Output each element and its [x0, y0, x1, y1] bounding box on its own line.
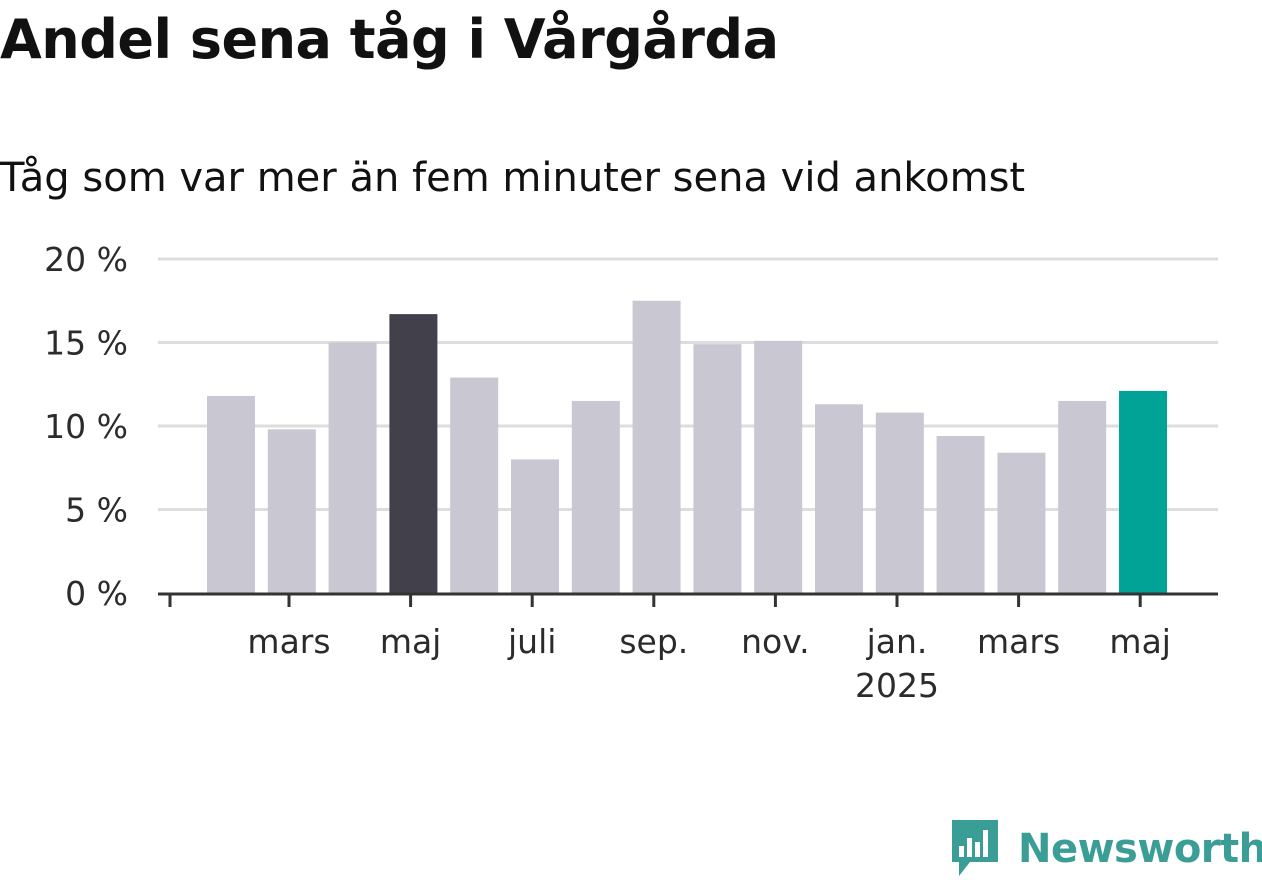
- brand-name: Newsworthy: [1018, 826, 1262, 872]
- bar: [1058, 400, 1107, 593]
- x-tick-label: mars: [247, 622, 330, 661]
- bar: [389, 314, 438, 593]
- y-tick-label: 10 %: [44, 407, 128, 446]
- bar: [328, 342, 377, 593]
- x-tick-sublabel: 2025: [855, 666, 939, 705]
- chart-subtitle: Tåg som var mer än fem minuter sena vid …: [0, 155, 1026, 201]
- bar: [450, 377, 499, 593]
- bar: [511, 459, 559, 593]
- bar: [207, 395, 255, 593]
- bar: [693, 344, 742, 593]
- y-tick-label: 5 %: [65, 491, 128, 530]
- bar: [754, 340, 803, 593]
- y-tick-label: 20 %: [44, 240, 128, 279]
- x-tick-label: nov.: [741, 622, 810, 661]
- bar: [1119, 390, 1167, 593]
- newsworthy-logo-icon: [952, 820, 998, 876]
- bar: [632, 300, 681, 593]
- chart-title: Andel sena tåg i Vårgårda: [0, 8, 779, 71]
- bar: [875, 412, 924, 593]
- x-tick-label: maj: [1109, 622, 1171, 661]
- newsworthy-logo: Newsworthy: [950, 818, 1262, 880]
- x-tick-label: mars: [977, 622, 1060, 661]
- x-tick-label: sep.: [619, 622, 688, 661]
- bar: [571, 400, 620, 593]
- x-tick-label: jan.: [866, 622, 928, 661]
- bar: [997, 452, 1046, 593]
- bar: [936, 436, 985, 593]
- y-tick-label: 0 %: [65, 574, 128, 613]
- bar: [267, 429, 316, 593]
- x-tick-label: juli: [507, 622, 556, 661]
- bar: [815, 404, 863, 593]
- y-tick-label: 15 %: [44, 324, 128, 363]
- x-tick-label: maj: [380, 622, 442, 661]
